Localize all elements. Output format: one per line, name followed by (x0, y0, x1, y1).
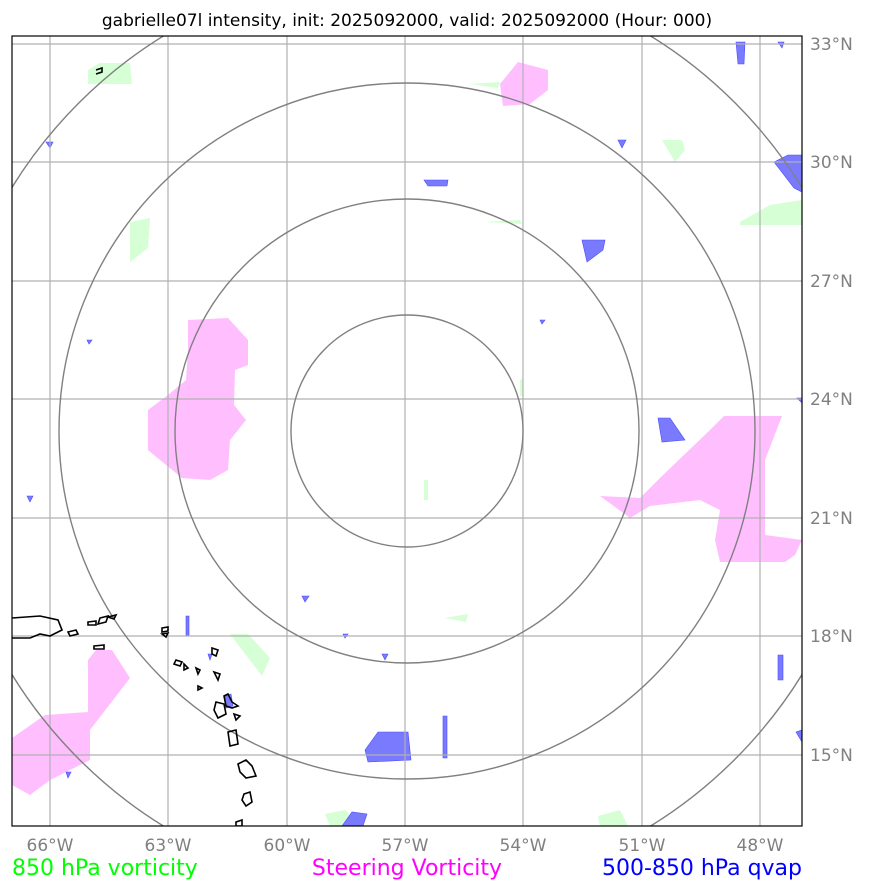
lon-label: 51°W (619, 836, 666, 856)
coastlines (12, 66, 258, 826)
legend-850-vorticity: 850 hPa vorticity (12, 856, 198, 881)
lon-label: 60°W (264, 836, 311, 856)
lat-label: 27°N (810, 272, 853, 292)
lat-label: 15°N (810, 746, 853, 766)
lat-label: 30°N (810, 153, 853, 173)
lat-label: 21°N (810, 509, 853, 529)
map-title: gabrielle07l intensity, init: 2025092000… (102, 11, 712, 31)
lon-label: 54°W (500, 836, 547, 856)
lon-label: 63°W (145, 836, 192, 856)
lat-label: 24°N (810, 390, 853, 410)
lon-labels: 66°W 63°W 60°W 57°W 54°W 51°W 48°W (27, 836, 784, 856)
lat-label: 33°N (810, 35, 853, 55)
lon-label: 66°W (27, 836, 74, 856)
legend-steering-vorticity: Steering Vorticity (312, 856, 502, 881)
graticule (12, 36, 802, 826)
lat-labels: 33°N 30°N 27°N 24°N 21°N 18°N 15°N (810, 35, 853, 766)
legend: 850 hPa vorticity Steering Vorticity 500… (12, 856, 802, 881)
lon-label: 48°W (737, 836, 784, 856)
map-frame (11, 35, 803, 827)
lon-label: 57°W (382, 836, 429, 856)
legend-qvap: 500-850 hPa qvap (602, 856, 802, 881)
lat-label: 18°N (810, 627, 853, 647)
